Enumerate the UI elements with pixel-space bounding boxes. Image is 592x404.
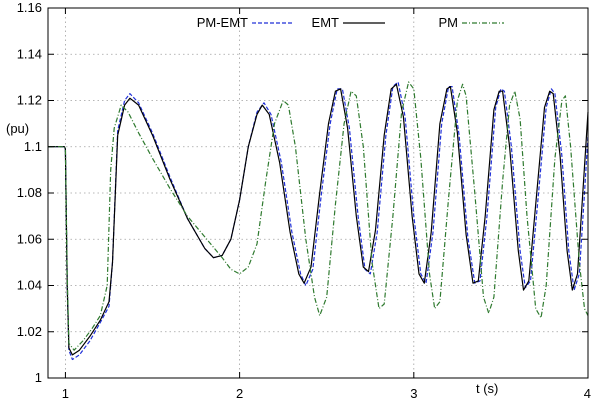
y-tick-label: 1.14	[17, 46, 42, 61]
y-tick-label: 1.12	[17, 93, 42, 108]
legend-label-pm-emt: PM-EMT	[197, 15, 248, 30]
legend: PM-EMT EMT PM	[197, 15, 504, 30]
y-tick-label: 1.1	[24, 139, 42, 154]
x-tick-label: 3	[410, 386, 417, 401]
y-tick-label: 1.08	[17, 185, 42, 200]
y-tick-label: 1.02	[17, 324, 42, 339]
legend-label-pm: PM	[439, 15, 459, 30]
axes	[47, 7, 589, 379]
tick-labels: 1 1.02 1.04 1.06 1.08 1.1 1.12 1.14 1.16 1 2 3 4	[17, 0, 591, 401]
series-lines	[48, 81, 589, 361]
x-axis-label: t (s)	[476, 381, 498, 396]
x-tick-label: 2	[236, 386, 243, 401]
legend-label-emt: EMT	[312, 15, 340, 30]
series-line-emt	[48, 83, 589, 356]
y-tick-label: 1.06	[17, 231, 42, 246]
y-tick-label: 1.04	[17, 278, 42, 293]
x-tick-label: 4	[584, 386, 591, 401]
series-line-pm-emt	[48, 81, 589, 361]
y-tick-label: 1	[35, 370, 42, 385]
series-line-pm	[48, 81, 589, 351]
y-tick-label: 1.16	[17, 0, 42, 15]
x-tick-label: 1	[62, 386, 69, 401]
y-axis-label: (pu)	[6, 121, 29, 136]
grid	[48, 8, 588, 378]
